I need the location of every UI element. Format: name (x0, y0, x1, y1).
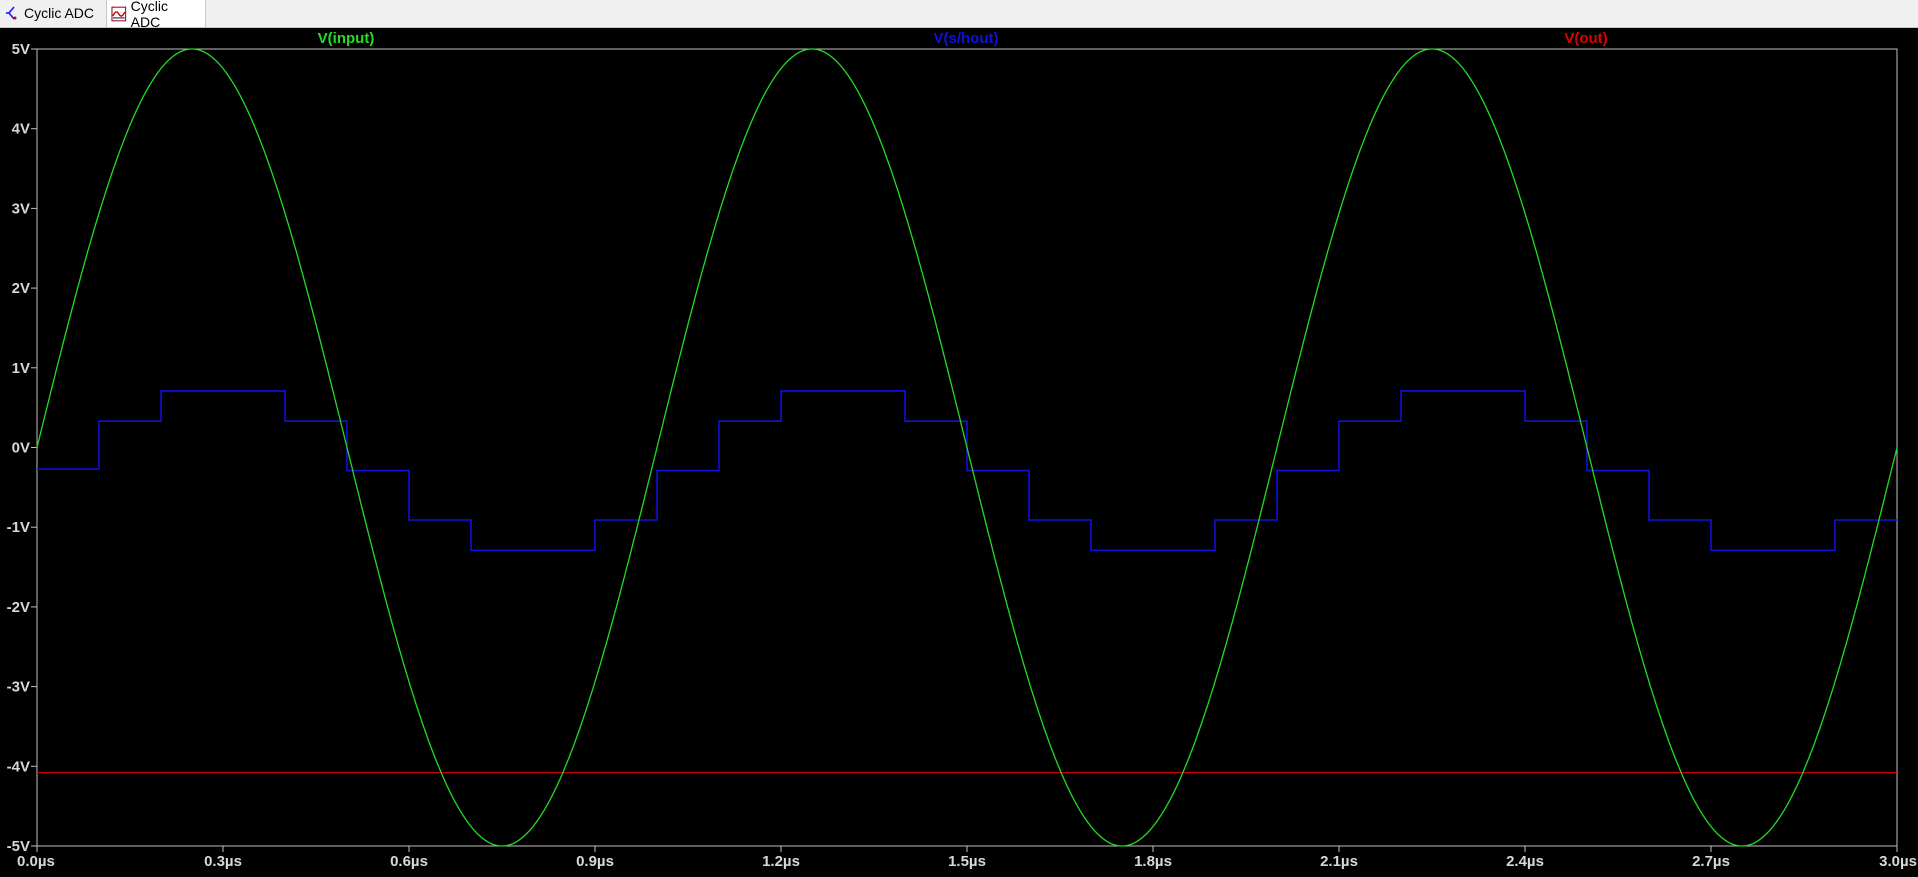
legend: V(input) V(s/hout) V(out) (318, 30, 1608, 47)
x-tick-label: 0.0µs (17, 853, 55, 870)
y-tick-label: 5V (12, 41, 30, 58)
y-tick-label: 2V (12, 280, 30, 297)
tab-label: Cyclic ADC (130, 0, 168, 30)
x-tick-label: 2.7µs (1692, 853, 1730, 870)
legend-entry[interactable]: V(s/hout) (934, 30, 999, 47)
x-tick-label: 0.3µs (204, 853, 242, 870)
x-tick-label: 2.1µs (1320, 853, 1358, 870)
waveform-icon (111, 6, 127, 21)
y-tick-label: -5V (7, 838, 30, 855)
axis-ticks: 5V 4V 3V 2V 1V 0V -1V -2V -3V -4V -5V0.0µs 0.3µs 0.6… (7, 41, 1917, 870)
series-line-input (36, 48, 1898, 847)
y-tick-label: -3V (7, 679, 30, 696)
tab-bar: Cyclic ADC Cyclic ADC (0, 0, 1918, 30)
x-tick-label: 2.4µs (1506, 853, 1544, 870)
x-tick-label: 1.5µs (948, 853, 986, 870)
legend-entry[interactable]: V(input) (318, 30, 375, 47)
x-tick-label: 3.0µs (1879, 853, 1917, 870)
y-tick-label: 3V (12, 200, 30, 217)
tab-label: Cyclic ADC (24, 5, 95, 21)
y-tick-label: 0V (12, 440, 30, 457)
x-tick-label: 1.2µs (762, 853, 800, 870)
tab-waveform[interactable]: Cyclic ADC (106, 0, 206, 30)
schematic-icon (6, 6, 17, 20)
y-tick-label: -1V (7, 519, 30, 536)
x-tick-label: 0.9µs (576, 853, 614, 870)
tab-schematic[interactable]: Cyclic ADC (0, 0, 106, 26)
x-tick-label: 0.6µs (390, 853, 428, 870)
y-tick-label: 4V (12, 121, 30, 138)
y-tick-label: -4V (7, 758, 30, 775)
legend-entry[interactable]: V(out) (1564, 30, 1607, 47)
waveform-plot[interactable]: 5V 4V 3V 2V 1V 0V -1V -2V -3V -4V -5V0.0µs 0.3µs 0.6… (0, 27, 1918, 877)
series-line-shout (37, 390, 1897, 552)
x-tick-label: 1.8µs (1134, 853, 1172, 870)
series-traces (36, 48, 1898, 847)
y-tick-label: -2V (7, 599, 30, 616)
y-tick-label: 1V (12, 360, 30, 377)
